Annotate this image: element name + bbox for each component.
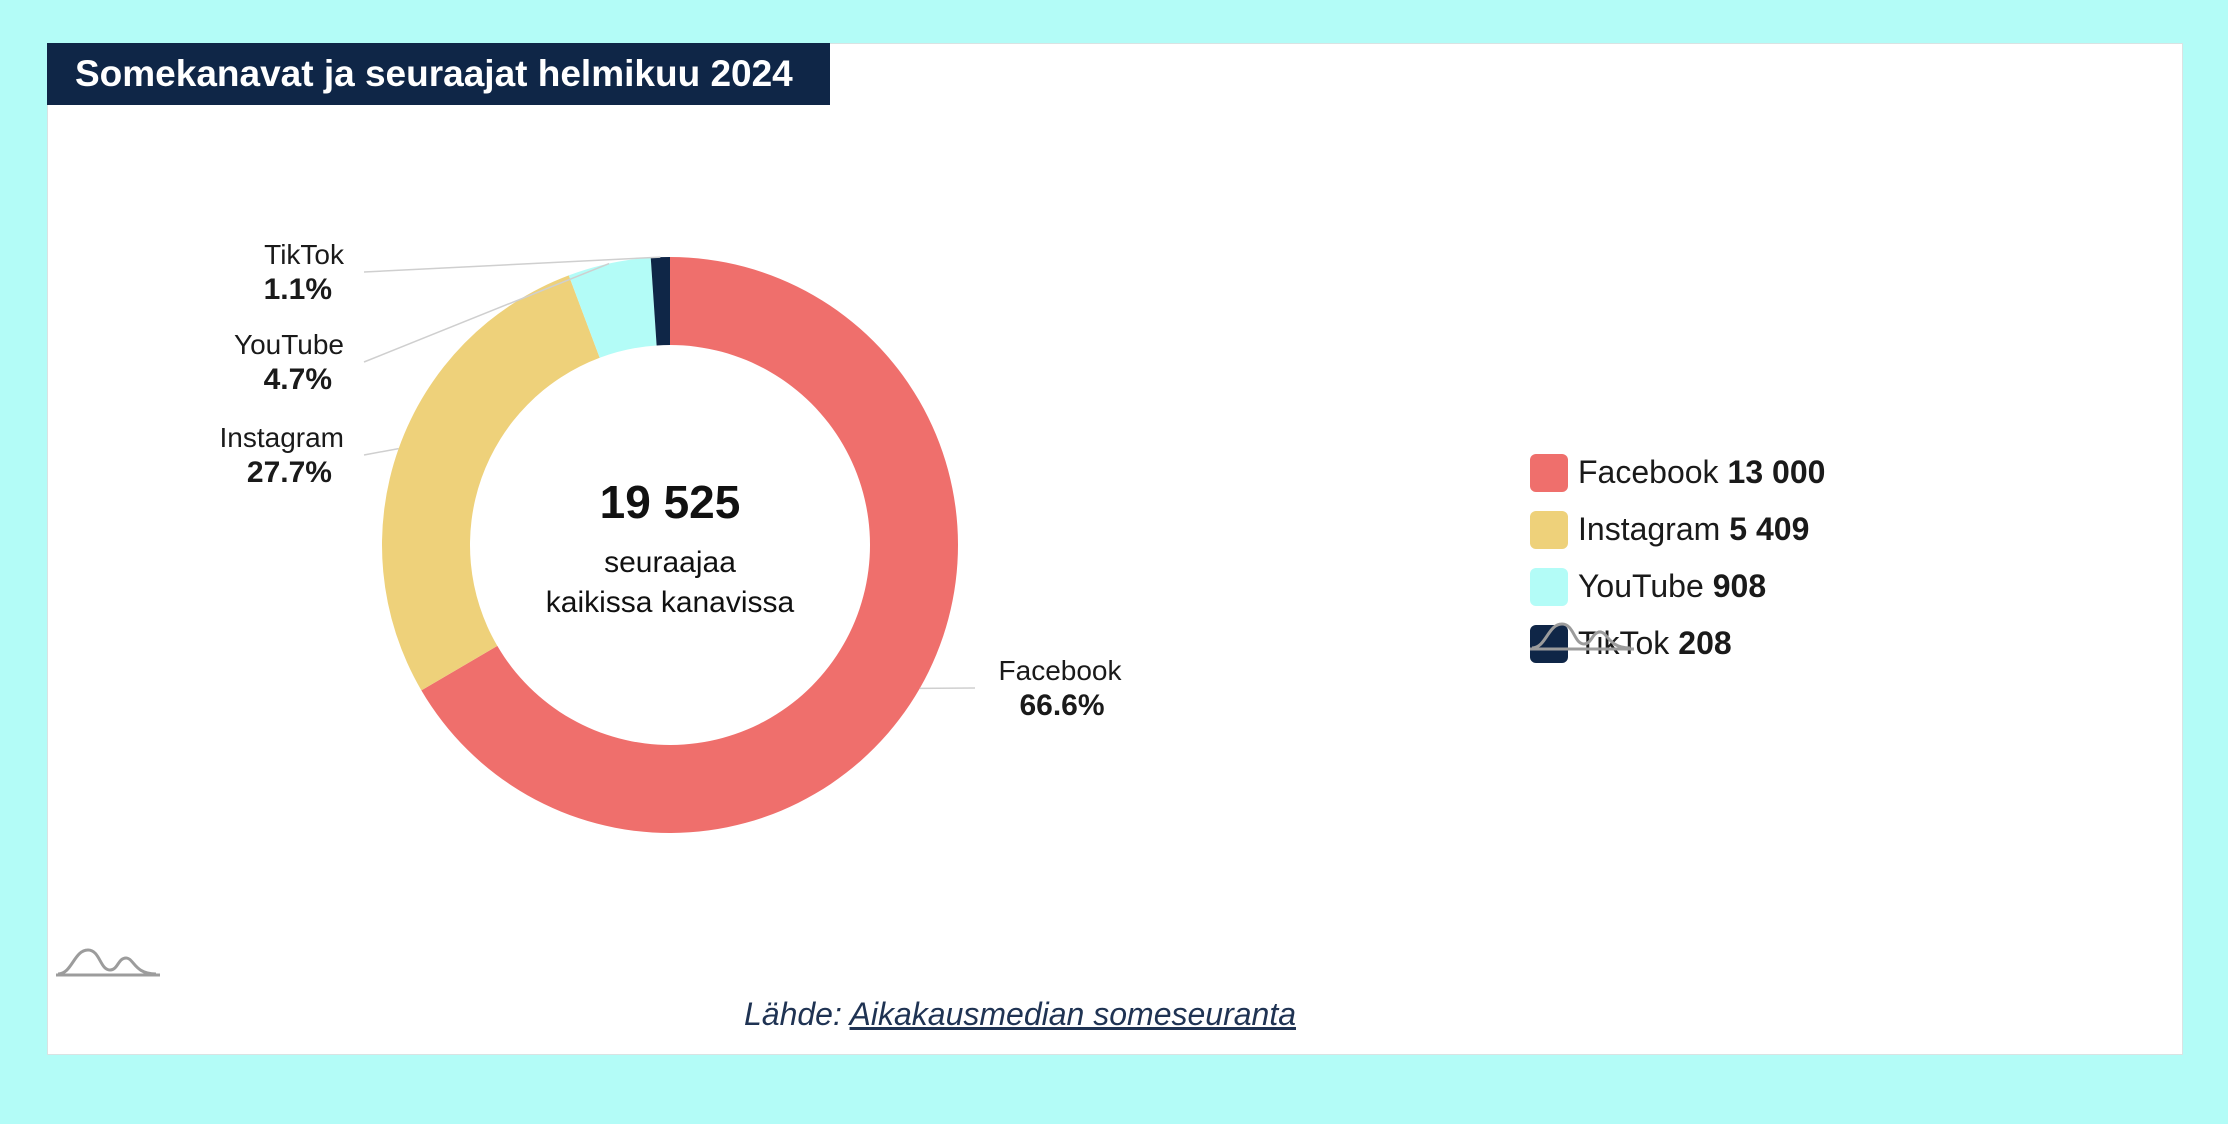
slice-percent-tiktok: 1.1%: [264, 273, 332, 306]
legend-swatch-instagram: [1530, 510, 1568, 549]
legend-label: TikTok: [1578, 625, 1670, 661]
donut-slice-youtube[interactable]: [568, 257, 657, 358]
source-link[interactable]: Aikakausmedian someseuranta: [849, 996, 1297, 1032]
slice-label-instagram: Instagram: [220, 422, 345, 453]
legend-value: 208: [1678, 625, 1732, 661]
legend-item-instagram[interactable]: Instagram 5 409: [1530, 501, 1825, 558]
label-leader-lines: [363, 256, 976, 690]
legend-item-tiktok[interactable]: TikTok 208: [1530, 615, 1825, 672]
donut-slice-tiktok[interactable]: [650, 257, 670, 346]
wave-logo-icon: [1530, 622, 1634, 651]
legend-swatch-youtube: [1530, 567, 1568, 606]
donut-slice-facebook[interactable]: [421, 257, 958, 833]
slice-percent-youtube: 4.7%: [264, 363, 332, 396]
legend-label: Facebook: [1578, 454, 1719, 490]
legend-label: Instagram: [1578, 511, 1721, 547]
legend-value: 5 409: [1729, 511, 1810, 547]
slice-percent-instagram: 27.7%: [247, 456, 332, 489]
legend-item-facebook[interactable]: Facebook 13 000: [1530, 444, 1825, 501]
slice-label-tiktok: TikTok: [264, 239, 345, 270]
slice-label-youtube: YouTube: [234, 329, 344, 360]
slice-label-facebook: Facebook: [999, 655, 1123, 686]
legend-label: YouTube: [1578, 568, 1704, 604]
chart-title: Somekanavat ja seuraajat helmikuu 2024: [47, 43, 830, 105]
chart-title-text: Somekanavat ja seuraajat helmikuu 2024: [75, 53, 793, 94]
legend-swatch-facebook: [1530, 453, 1568, 492]
legend-value: 13 000: [1727, 454, 1826, 490]
donut-slices: [381, 257, 958, 833]
slice-percent-facebook: 66.6%: [1019, 689, 1104, 722]
wave-logo-icon: [56, 948, 160, 977]
center-subtitle-line1: seuraajaa: [604, 546, 736, 579]
source-prefix: Lähde:: [743, 996, 850, 1032]
leader-line-tiktok: [363, 256, 661, 273]
legend-value: 908: [1712, 568, 1767, 604]
donut-slice-instagram[interactable]: [381, 275, 600, 691]
legend-item-youtube[interactable]: YouTube 908: [1530, 558, 1825, 615]
chart-legend: Facebook 13 000 Instagram 5 409 YouTube 908 Ti…: [1530, 444, 1825, 672]
center-subtitle-line2: kaikissa kanavissa: [546, 586, 795, 619]
source-note: Lähde: Aikakausmedian someseuranta: [0, 996, 2040, 1033]
center-total: 19 525: [600, 476, 741, 528]
leader-line-instagram: [363, 447, 399, 456]
leader-line-youtube: [363, 262, 610, 363]
